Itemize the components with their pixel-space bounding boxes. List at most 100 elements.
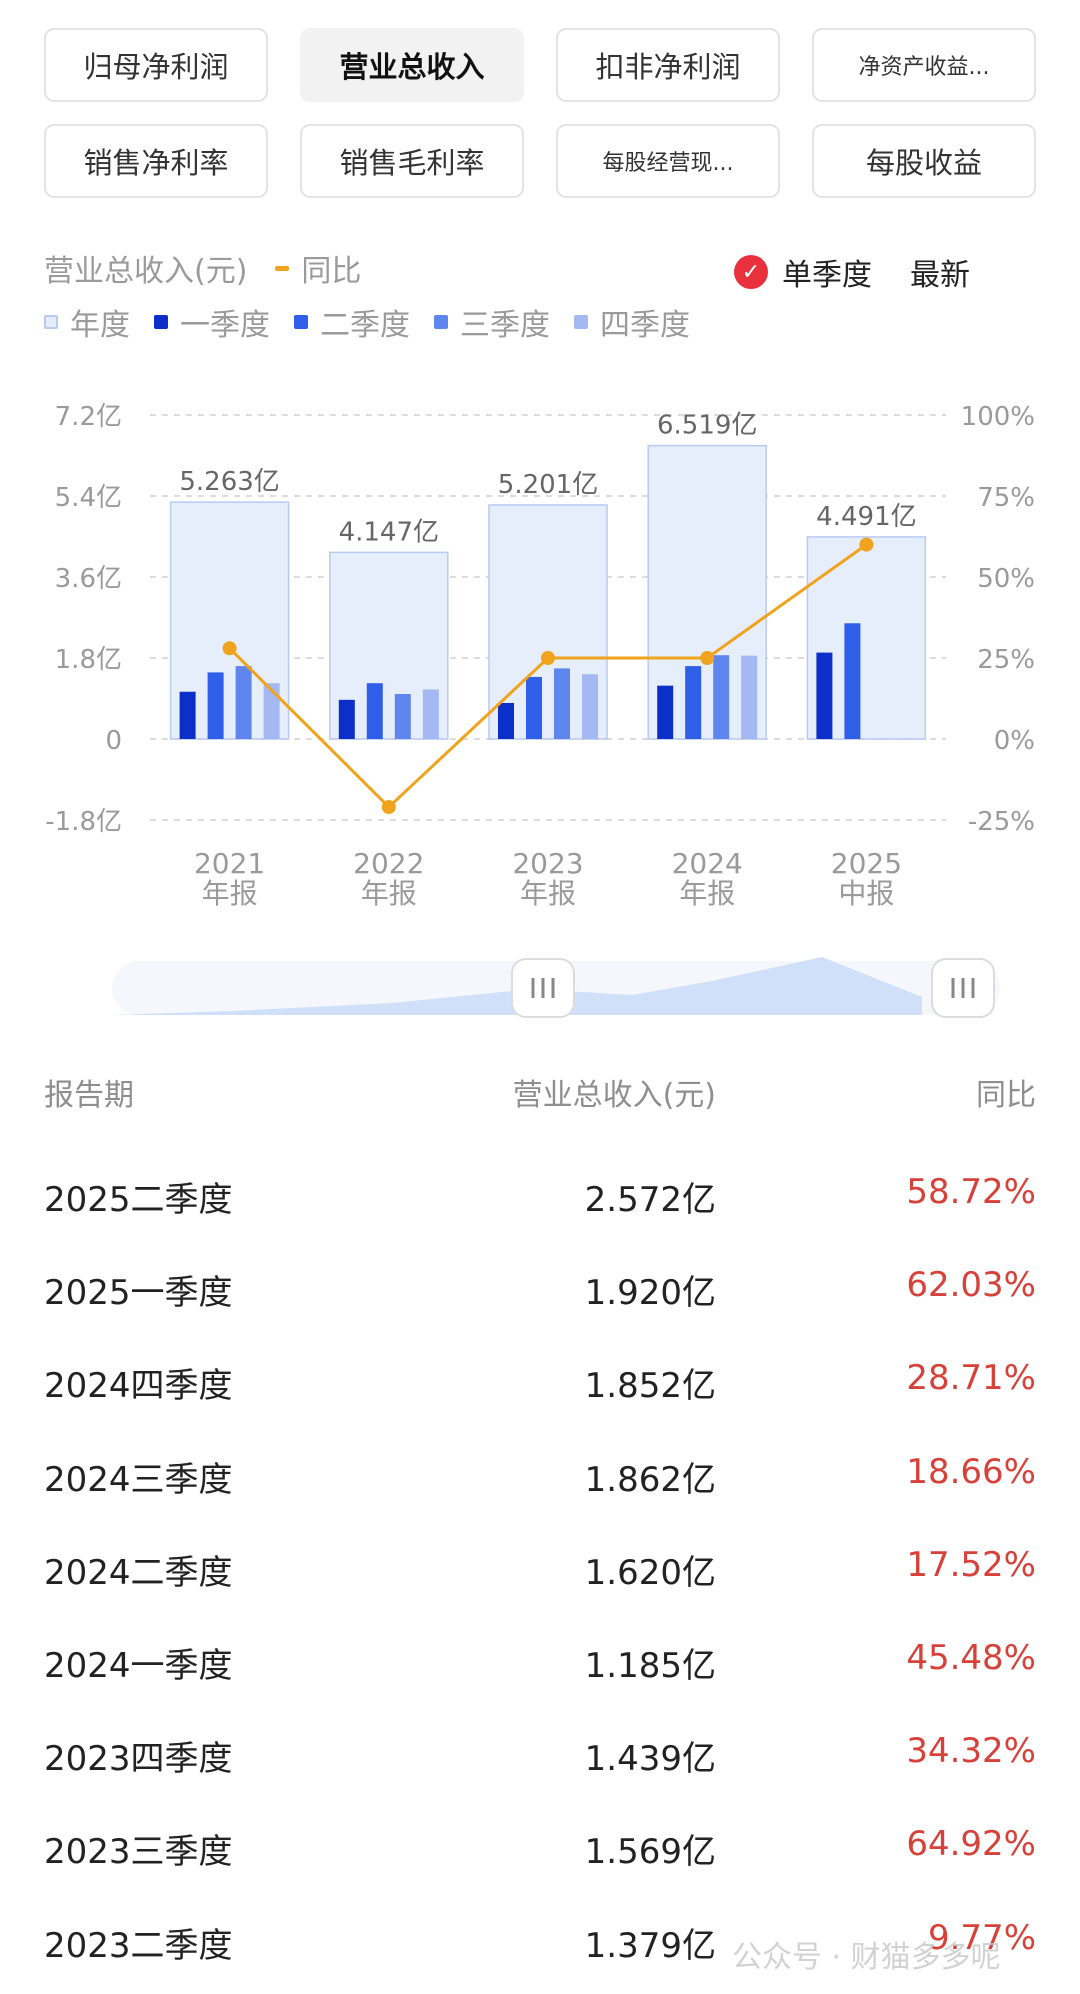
x-tick-type: 年报 — [202, 877, 258, 910]
row-period: 2023二季度 — [44, 1925, 233, 1966]
row-yoy: 64.92% — [906, 1824, 1036, 1865]
quarter-bar — [498, 703, 514, 739]
metric-tabs: 归母净利润 营业总收入 扣非净利润 净资产收益... 销售净利率 销售毛利率 每… — [44, 28, 1036, 198]
quarter-bar — [554, 668, 570, 739]
x-tick-year: 2023 — [512, 847, 583, 880]
slider-handle-right[interactable] — [931, 958, 995, 1018]
range-slider[interactable] — [112, 955, 1000, 1021]
row-yoy: 45.48% — [906, 1638, 1036, 1678]
row-yoy: 58.72% — [906, 1172, 1036, 1212]
header-period: 报告期 — [44, 1078, 134, 1113]
y2-tick-label: 100% — [961, 402, 1035, 432]
quarter-bar — [338, 699, 355, 739]
row-yoy: 28.71% — [906, 1358, 1036, 1399]
annual-data-label: 5.263亿 — [179, 467, 279, 497]
y2-tick-label: 75% — [977, 483, 1035, 513]
row-revenue: 1.920亿 — [584, 1273, 716, 1314]
x-tick-type: 年报 — [520, 877, 576, 910]
legend-item-q1[interactable]: 一季度 — [154, 300, 270, 344]
quarter-bar — [207, 672, 224, 739]
latest-button[interactable]: 最新 — [910, 258, 970, 293]
quarter-bar — [235, 666, 252, 739]
q3-swatch — [434, 315, 448, 329]
single-quarter-toggle[interactable]: 单季度 — [782, 258, 872, 293]
quarter-bar — [844, 623, 861, 739]
header-yoy: 同比 — [976, 1078, 1036, 1113]
quarter-bar — [713, 655, 730, 739]
slider-overview-area — [112, 957, 922, 1015]
tab-deducted-net-profit[interactable]: 扣非净利润 — [556, 28, 780, 102]
row-yoy: 62.03% — [906, 1265, 1036, 1306]
quarter-bar — [816, 652, 833, 739]
y-tick-label: 1.8亿 — [55, 645, 122, 675]
tab-gross-margin[interactable]: 销售毛利率 — [300, 124, 524, 198]
y-tick-label: -1.8亿 — [45, 807, 122, 837]
row-yoy: 34.32% — [906, 1731, 1036, 1772]
tab-operating-cashflow-per-share[interactable]: 每股经营现... — [556, 124, 780, 198]
row-revenue: 1.620亿 — [584, 1552, 716, 1593]
legend-metric-label: 营业总收入(元) — [44, 254, 248, 289]
tab-eps[interactable]: 每股收益 — [812, 124, 1036, 198]
view-toggle: ✓ 单季度 最新 — [734, 250, 970, 294]
row-revenue: 2.572亿 — [584, 1180, 716, 1220]
quarter-bar — [179, 691, 196, 739]
x-tick-year: 2024 — [672, 847, 743, 880]
x-tick-type: 年报 — [679, 877, 735, 910]
tab-net-margin[interactable]: 销售净利率 — [44, 124, 268, 198]
row-yoy: 18.66% — [906, 1451, 1036, 1492]
x-tick-year: 2025 — [831, 847, 902, 880]
header-revenue: 营业总收入(元) — [512, 1078, 716, 1113]
checkmark-icon[interactable]: ✓ — [734, 255, 768, 289]
legend-yoy-label: 同比 — [301, 254, 362, 289]
quarter-bar — [685, 666, 702, 739]
row-period: 2024二季度 — [44, 1552, 233, 1593]
legend-item-q3[interactable]: 三季度 — [434, 300, 550, 344]
quarter-bar — [422, 689, 439, 739]
row-revenue: 1.862亿 — [584, 1459, 716, 1500]
x-tick-year: 2022 — [353, 847, 424, 880]
annual-swatch — [44, 315, 58, 329]
quarter-bar — [263, 683, 280, 739]
x-tick-year: 2021 — [194, 847, 265, 880]
chart-legend-series: 年度 一季度 二季度 三季度 四季度 — [44, 300, 714, 344]
row-revenue: 1.439亿 — [584, 1739, 716, 1780]
yoy-point — [381, 800, 396, 815]
q2-swatch — [294, 315, 308, 329]
quarter-bar — [366, 683, 383, 739]
row-period: 2025一季度 — [44, 1273, 233, 1314]
tab-roe[interactable]: 净资产收益... — [812, 28, 1036, 102]
slider-handle-left[interactable] — [511, 958, 575, 1018]
watermark: 公众号 · 财猫多多呢 — [732, 1940, 1001, 1975]
row-period: 2024三季度 — [44, 1459, 233, 1500]
quarter-bar — [657, 685, 674, 739]
legend-q2-label: 二季度 — [320, 308, 410, 343]
x-tick-type: 中报 — [838, 877, 894, 910]
y2-tick-label: 0% — [994, 726, 1035, 756]
quarter-bar — [394, 694, 411, 739]
legend-item-q4[interactable]: 四季度 — [574, 300, 690, 344]
legend-q1-label: 一季度 — [180, 308, 270, 343]
legend-item-annual[interactable]: 年度 — [44, 300, 130, 344]
yoy-point — [859, 537, 874, 552]
row-period: 2025二季度 — [44, 1180, 233, 1220]
row-period: 2023三季度 — [44, 1832, 233, 1873]
x-tick-type: 年报 — [361, 877, 417, 910]
legend-annual-label: 年度 — [70, 308, 130, 343]
y-tick-label: 3.6亿 — [55, 564, 122, 594]
row-yoy: 9.77% — [927, 1917, 1036, 1958]
row-period: 2024一季度 — [44, 1646, 233, 1686]
tab-total-revenue[interactable]: 营业总收入 — [300, 28, 524, 102]
legend-item-q2[interactable]: 二季度 — [294, 300, 410, 344]
chart-legend-primary: 营业总收入(元) 同比 — [44, 246, 361, 290]
annual-data-label: 4.491亿 — [816, 502, 916, 532]
row-revenue: 1.852亿 — [584, 1366, 716, 1407]
legend-q3-label: 三季度 — [460, 308, 550, 343]
row-revenue: 1.379亿 — [584, 1925, 716, 1966]
row-revenue: 1.569亿 — [584, 1832, 716, 1873]
annual-data-label: 6.519亿 — [657, 411, 757, 441]
legend-q4-label: 四季度 — [600, 308, 690, 343]
y-tick-label: 0 — [105, 726, 122, 756]
tab-net-profit-parent[interactable]: 归母净利润 — [44, 28, 268, 102]
annual-data-label: 4.147亿 — [339, 517, 439, 547]
yoy-point — [700, 651, 715, 665]
